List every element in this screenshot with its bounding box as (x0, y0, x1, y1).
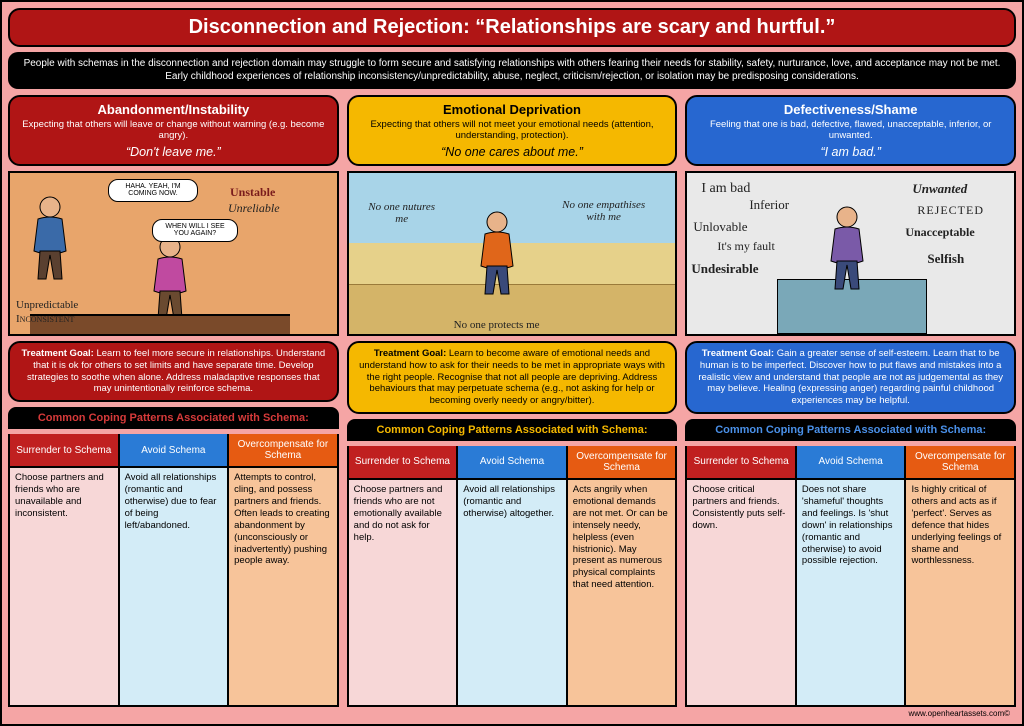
schema-expectation: Feeling that one is bad, defective, flaw… (695, 119, 1006, 142)
intro-text: People with schemas in the disconnection… (8, 52, 1016, 89)
coping-col-body: Avoid all relationships (romantic and ot… (458, 480, 566, 705)
coping-table: Surrender to Schema Choose critical part… (685, 446, 1016, 707)
coping-header: Common Coping Patterns Associated with S… (685, 419, 1016, 441)
coping-col-body: Choose critical partners and friends. Co… (687, 480, 795, 705)
illustration-word: Inconsistent (16, 313, 74, 325)
coping-col-head: Overcompensate for Schema (229, 434, 337, 468)
coping-col-head: Surrender to Schema (10, 434, 118, 468)
schema-name: Defectiveness/Shame (695, 102, 1006, 117)
coping-col-head: Avoid Schema (120, 434, 228, 468)
illustration-word: Inferior (749, 197, 789, 213)
schema-illustration: No one nutures me No one empathises with … (347, 171, 678, 336)
main-title: Disconnection and Rejection: “Relationsh… (8, 8, 1016, 47)
schema-column-abandonment: Abandonment/Instability Expecting that o… (8, 95, 339, 707)
coping-col-body: Does not share 'shameful' thoughts and f… (797, 480, 905, 705)
illustration-word: Unpredictable (16, 299, 78, 311)
illustration-word: Unlovable (693, 219, 747, 235)
coping-column-avoid: Avoid Schema Avoid all relationships (ro… (458, 446, 568, 705)
speech-bubble: WHEN WILL I SEE YOU AGAIN? (152, 219, 238, 242)
illustration-word: No one protects me (454, 319, 540, 331)
poster-frame: Disconnection and Rejection: “Relationsh… (0, 0, 1024, 726)
illustration-word: REJECTED (917, 203, 984, 218)
footer-credit: www.openheartassets.com© (8, 707, 1016, 718)
coping-header: Common Coping Patterns Associated with S… (347, 419, 678, 441)
coping-col-body: Acts angrily when emotional demands are … (568, 480, 676, 705)
illustration-word: Unwanted (912, 181, 967, 197)
coping-table: Surrender to Schema Choose partners and … (8, 434, 339, 707)
coping-column-over: Overcompensate for Schema Attempts to co… (229, 434, 337, 705)
coping-column-surrender: Surrender to Schema Choose critical part… (687, 446, 797, 705)
schema-name: Abandonment/Instability (18, 102, 329, 117)
schema-quote: “Don't leave me.” (18, 145, 329, 159)
columns: Abandonment/Instability Expecting that o… (8, 95, 1016, 707)
illustration-word: Unreliable (228, 201, 280, 216)
coping-column-avoid: Avoid Schema Avoid all relationships (ro… (120, 434, 230, 705)
illustration-word: Unstable (230, 185, 275, 200)
coping-col-head: Avoid Schema (797, 446, 905, 480)
coping-column-avoid: Avoid Schema Does not share 'shameful' t… (797, 446, 907, 705)
illustration-word: Undesirable (691, 261, 758, 277)
coping-col-head: Overcompensate for Schema (568, 446, 676, 480)
coping-col-head: Avoid Schema (458, 446, 566, 480)
schema-header: Defectiveness/Shame Feeling that one is … (685, 95, 1016, 166)
schema-illustration: UnstableUnreliable Unpredictable Inconsist… (8, 171, 339, 336)
illustration-word: It's my fault (717, 239, 775, 254)
schema-quote: “I am bad.” (695, 145, 1006, 159)
coping-column-surrender: Surrender to Schema Choose partners and … (10, 434, 120, 705)
schema-expectation: Expecting that others will leave or chan… (18, 119, 329, 142)
treatment-goal: Treatment Goal: Gain a greater sense of … (685, 341, 1016, 414)
coping-col-body: Attempts to control, cling, and possess … (229, 468, 337, 705)
coping-table: Surrender to Schema Choose partners and … (347, 446, 678, 707)
coping-column-over: Overcompensate for Schema Acts angrily w… (568, 446, 676, 705)
schema-column-defectiveness: Defectiveness/Shame Feeling that one is … (685, 95, 1016, 707)
speech-bubble: HAHA. YEAH, I'M COMING NOW. (108, 179, 198, 202)
illustration-word: Unacceptable (905, 225, 974, 240)
coping-column-surrender: Surrender to Schema Choose partners and … (349, 446, 459, 705)
coping-col-body: Choose partners and friends who are unav… (10, 468, 118, 705)
illustration-word: Selfish (927, 251, 964, 267)
coping-header: Common Coping Patterns Associated with S… (8, 407, 339, 429)
schema-expectation: Expecting that others will not meet your… (357, 119, 668, 142)
coping-col-body: Choose partners and friends who are not … (349, 480, 457, 705)
coping-col-head: Surrender to Schema (349, 446, 457, 480)
schema-name: Emotional Deprivation (357, 102, 668, 117)
schema-illustration: I am badInferiorUnlovable It's my fault Un… (685, 171, 1016, 336)
treatment-goal: Treatment Goal: Learn to become aware of… (347, 341, 678, 414)
schema-header: Emotional Deprivation Expecting that oth… (347, 95, 678, 166)
illustration-word: No one empathises with me (559, 199, 649, 223)
coping-col-body: Is highly critical of others and acts as… (906, 480, 1014, 705)
coping-col-head: Overcompensate for Schema (906, 446, 1014, 480)
treatment-goal: Treatment Goal: Learn to feel more secur… (8, 341, 339, 403)
illustration-word: No one nutures me (367, 201, 437, 225)
coping-column-over: Overcompensate for Schema Is highly crit… (906, 446, 1014, 705)
coping-col-body: Avoid all relationships (romantic and ot… (120, 468, 228, 705)
schema-header: Abandonment/Instability Expecting that o… (8, 95, 339, 166)
schema-column-emotional-deprivation: Emotional Deprivation Expecting that oth… (347, 95, 678, 707)
schema-quote: “No one cares about me.” (357, 145, 668, 159)
coping-col-head: Surrender to Schema (687, 446, 795, 480)
illustration-word: I am bad (701, 181, 750, 197)
